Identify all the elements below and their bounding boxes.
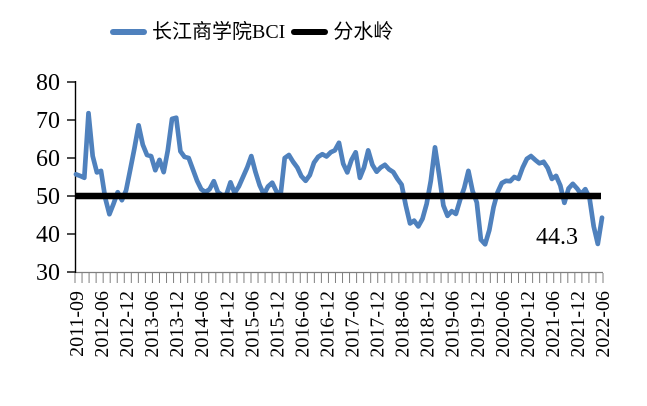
x-axis-label: 2021-06 — [542, 291, 564, 358]
legend-label-watershed: 分水岭 — [333, 21, 394, 43]
x-axis-label: 2020-06 — [492, 291, 514, 358]
x-axis-label: 2020-12 — [517, 291, 539, 358]
x-axis-label: 2012-06 — [91, 291, 113, 358]
y-tick-label: 70 — [36, 108, 60, 134]
y-tick-label: 50 — [36, 184, 60, 210]
y-tick-label: 80 — [36, 70, 60, 96]
watershed-line-swatch — [291, 29, 329, 35]
bci-line-swatch — [110, 29, 147, 35]
x-axis-label: 2016-06 — [291, 291, 313, 358]
x-axis-label: 2021-12 — [567, 291, 589, 358]
x-axis-label: 2011-09 — [66, 291, 88, 357]
x-axis-label: 2019-06 — [442, 291, 464, 358]
x-axis-label: 2017-06 — [342, 291, 364, 358]
x-axis-label: 2015-12 — [266, 291, 288, 358]
legend: 长江商学院BCI 分水岭 — [110, 22, 393, 42]
x-axis-label: 2019-12 — [467, 291, 489, 358]
bci-line — [73, 110, 605, 247]
legend-item-watershed: 分水岭 — [291, 22, 393, 42]
x-axis-label: 2015-06 — [241, 291, 263, 358]
x-axis-label: 2017-12 — [367, 291, 389, 358]
x-axis-label: 2018-06 — [392, 291, 414, 358]
y-tick-label: 60 — [36, 146, 60, 172]
x-axis-label: 2018-12 — [417, 291, 439, 358]
x-axis-label: 2014-06 — [191, 291, 213, 358]
x-axis-label: 2014-12 — [216, 291, 238, 358]
x-axis-label: 2016-12 — [316, 291, 338, 358]
value-annotation: 44.3 — [536, 224, 578, 250]
legend-item-bci: 长江商学院BCI — [110, 22, 285, 42]
y-tick-label: 30 — [36, 260, 60, 286]
x-axis-label: 2013-06 — [141, 291, 163, 358]
x-axis-label: 2022-06 — [592, 291, 614, 358]
y-tick-label: 40 — [36, 222, 60, 248]
legend-label-bci: 长江商学院BCI — [152, 21, 286, 43]
x-axis-label: 2013-12 — [166, 291, 188, 358]
x-axis-label: 2012-12 — [116, 291, 138, 358]
